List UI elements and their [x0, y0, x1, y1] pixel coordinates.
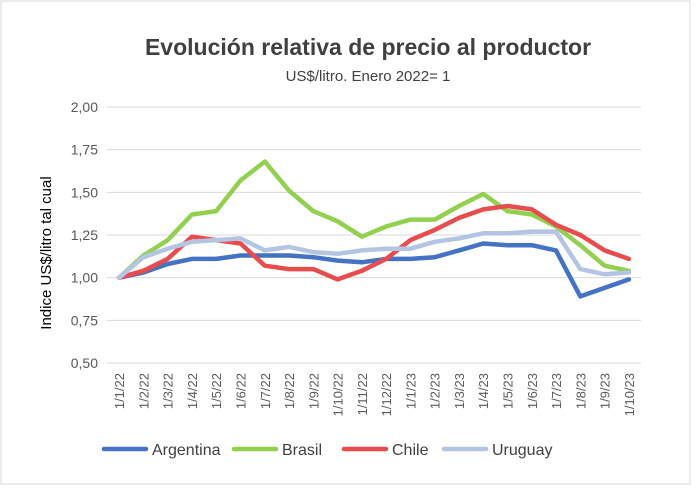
- x-tick-label: 1/7/22: [258, 373, 273, 409]
- y-axis-label: Indice US$/litro tal cual: [38, 176, 55, 329]
- y-tick-label: 0,75: [71, 312, 98, 328]
- x-tick-label: 1/1/22: [112, 373, 127, 409]
- x-tick-label: 1/8/22: [282, 373, 297, 409]
- x-tick-label: 1/5/22: [209, 373, 224, 409]
- x-tick-label: 1/3/23: [452, 373, 467, 409]
- x-tick-label: 1/11/22: [355, 373, 370, 415]
- x-tick-label: 1/10/22: [331, 373, 346, 416]
- x-tick-label: 1/9/23: [598, 373, 613, 409]
- x-tick-label: 1/5/23: [501, 373, 516, 409]
- y-tick-label: 0,50: [71, 355, 98, 371]
- x-tick-label: 1/7/23: [549, 373, 564, 409]
- x-tick-label: 1/3/22: [161, 373, 176, 409]
- legend-label: Chile: [392, 442, 429, 459]
- y-tick-label: 1,50: [71, 184, 98, 200]
- y-tick-label: 1,00: [71, 270, 98, 286]
- y-tick-label: 1,25: [71, 227, 98, 243]
- x-tick-label: 1/4/23: [476, 373, 491, 409]
- x-tick-label: 1/4/22: [185, 373, 200, 409]
- x-tick-label: 1/8/23: [573, 373, 588, 409]
- chart-subtitle: US$/litro. Enero 2022= 1: [286, 68, 451, 85]
- legend-label: Uruguay: [492, 442, 552, 459]
- x-tick-label: 1/12/22: [379, 373, 394, 416]
- y-tick-label: 2,00: [71, 99, 98, 115]
- x-tick-label: 1/9/22: [306, 373, 321, 409]
- x-tick-label: 1/6/22: [234, 373, 249, 409]
- legend-label: Brasil: [282, 442, 322, 459]
- x-tick-label: 1/10/23: [622, 373, 637, 416]
- x-tick-label: 1/1/23: [403, 373, 418, 409]
- x-tick-label: 1/2/22: [136, 373, 151, 409]
- x-tick-label: 1/6/23: [525, 373, 540, 409]
- x-tick-label: 1/2/23: [428, 373, 443, 409]
- y-tick-label: 1,75: [71, 142, 98, 158]
- chart-title: Evolución relativa de precio al producto…: [145, 34, 591, 60]
- legend-label: Argentina: [152, 442, 221, 459]
